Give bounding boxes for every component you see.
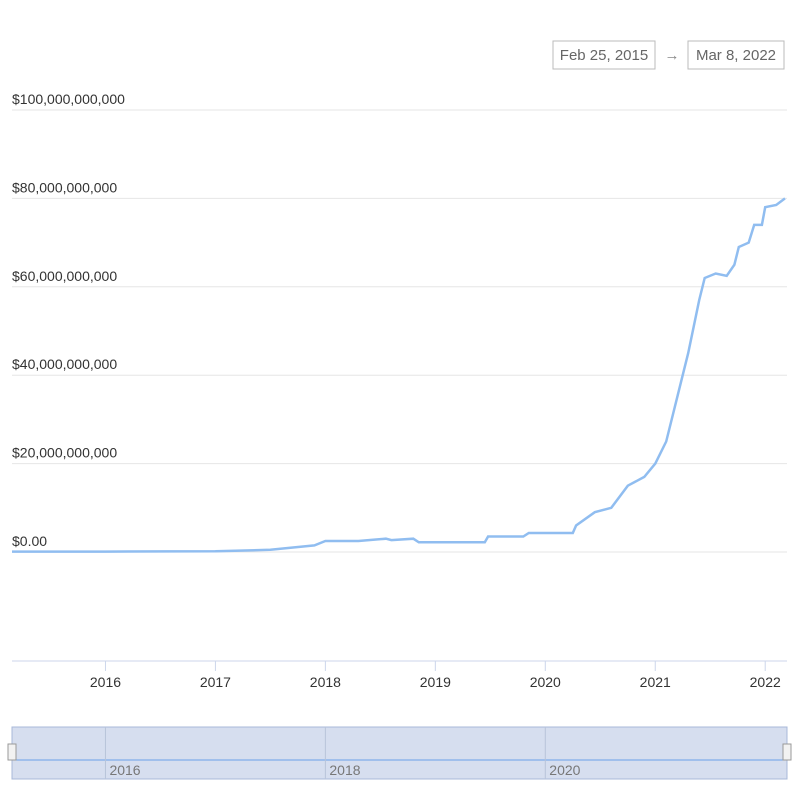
navigator-handle-left[interactable] [7, 743, 17, 761]
navigator-tick-label: 2016 [109, 762, 140, 778]
y-tick-label: $60,000,000,000 [12, 268, 117, 284]
range-start[interactable]: Feb 25, 2015 [560, 47, 648, 64]
navigator-tick-label: 2018 [329, 762, 360, 778]
y-tick-label: $100,000,000,000 [12, 91, 125, 107]
navigator-tick-label: 2020 [549, 762, 580, 778]
x-tick-label: 2017 [200, 674, 231, 690]
x-tick-label: 2022 [750, 674, 781, 690]
x-tick-label: 2019 [420, 674, 451, 690]
y-tick-label: $40,000,000,000 [12, 356, 117, 372]
navigator-handle-right[interactable] [782, 743, 792, 761]
y-tick-label: $0.00 [12, 533, 47, 549]
navigator-window[interactable] [11, 726, 788, 780]
range-end-box[interactable] [687, 40, 785, 70]
range-separator: → [665, 47, 680, 64]
y-tick-label: $80,000,000,000 [12, 179, 117, 195]
x-tick-label: 2020 [530, 674, 561, 690]
x-tick-label: 2018 [310, 674, 341, 690]
x-tick-label: 2021 [640, 674, 671, 690]
data-line [12, 197, 786, 553]
range-end[interactable]: Mar 8, 2022 [696, 47, 776, 64]
range-start-box[interactable] [552, 40, 656, 70]
y-tick-label: $20,000,000,000 [12, 445, 117, 461]
x-tick-label: 2016 [90, 674, 121, 690]
